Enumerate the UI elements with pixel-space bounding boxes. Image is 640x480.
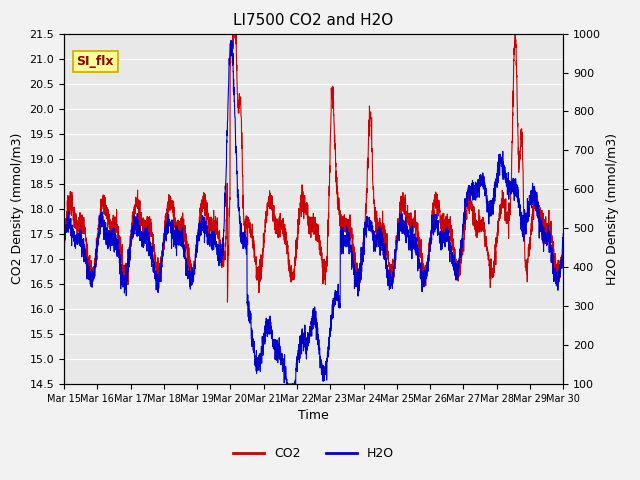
X-axis label: Time: Time: [298, 409, 329, 422]
Text: SI_flx: SI_flx: [77, 55, 114, 68]
Y-axis label: H2O Density (mmol/m3): H2O Density (mmol/m3): [607, 133, 620, 285]
Legend: CO2, H2O: CO2, H2O: [228, 443, 399, 465]
Title: LI7500 CO2 and H2O: LI7500 CO2 and H2O: [234, 13, 394, 28]
Y-axis label: CO2 Density (mmol/m3): CO2 Density (mmol/m3): [11, 133, 24, 285]
